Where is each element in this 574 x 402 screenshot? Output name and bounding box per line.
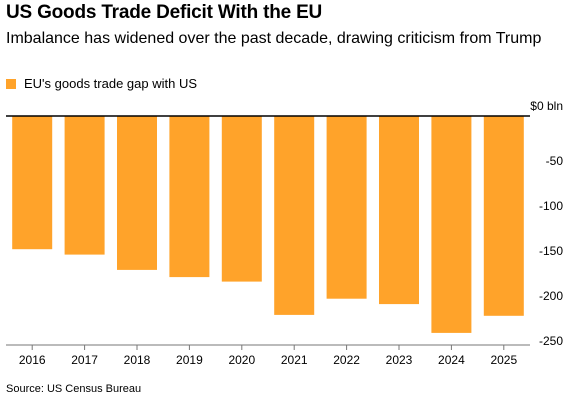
y-tick-label-1: -50 <box>546 154 564 168</box>
bar-2025 <box>483 116 524 316</box>
x-tick-label-2020: 2020 <box>228 353 255 367</box>
x-tick-label-2022: 2022 <box>333 353 360 367</box>
chart-title: US Goods Trade Deficit With the EU <box>6 2 323 23</box>
source-note: Source: US Census Bureau <box>6 383 142 395</box>
legend: EU's goods trade gap with US <box>6 76 197 91</box>
x-tick-label-2016: 2016 <box>19 353 46 367</box>
bar-2023 <box>379 116 419 305</box>
x-tick-label-2017: 2017 <box>71 353 98 367</box>
y-tick-label-3: -150 <box>539 244 563 258</box>
legend-swatch <box>6 78 16 89</box>
chart-subtitle: Imbalance has widened over the past deca… <box>6 30 542 47</box>
y-tick-label-2: -100 <box>539 199 563 213</box>
bar-2024 <box>431 116 472 333</box>
x-tick-label-2024: 2024 <box>438 353 465 367</box>
x-tick-label-2019: 2019 <box>176 353 203 367</box>
bar-2020 <box>221 116 262 282</box>
x-tick-label-2021: 2021 <box>281 353 308 367</box>
bar-2021 <box>274 116 315 315</box>
y-tick-label-0: $0 bln <box>530 99 563 113</box>
bar-2018 <box>117 116 157 270</box>
x-tick-label-2025: 2025 <box>490 353 517 367</box>
legend-label: EU's goods trade gap with US <box>24 76 198 91</box>
x-tick-label-2023: 2023 <box>386 353 413 367</box>
y-tick-label-5: -250 <box>539 334 563 348</box>
bar-2019 <box>169 116 210 278</box>
bar-2016 <box>12 116 53 250</box>
bar-2017 <box>64 116 105 255</box>
bar-2022 <box>326 116 367 299</box>
y-tick-label-4: -200 <box>539 289 563 303</box>
x-tick-label-2018: 2018 <box>124 353 151 367</box>
